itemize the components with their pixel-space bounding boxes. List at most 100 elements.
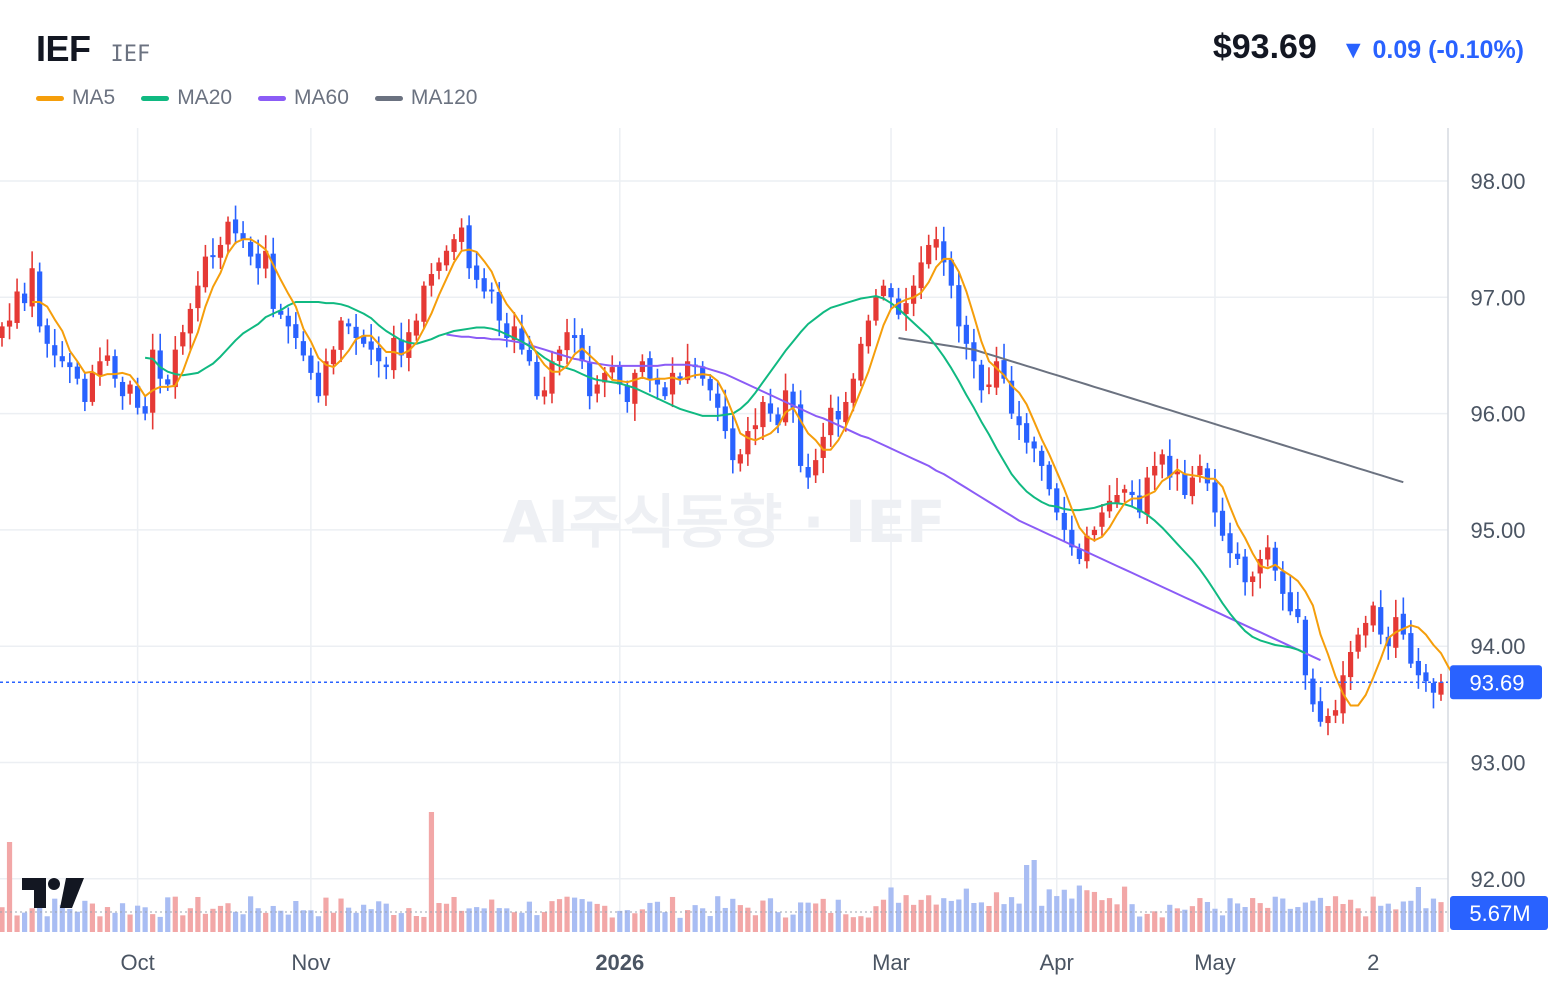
volume-bar: [1423, 908, 1429, 932]
volume-bar: [353, 912, 359, 932]
candle-body: [1031, 441, 1037, 449]
candle-body: [941, 241, 947, 263]
candle-body: [248, 242, 254, 257]
ticker-header: IEF IEF: [36, 28, 150, 70]
volume-bar: [541, 912, 548, 932]
volume-bar: [1137, 916, 1143, 932]
volume-bar: [1408, 900, 1414, 932]
volume-bar: [119, 903, 126, 932]
candle-body: [202, 256, 209, 288]
candle-body: [504, 323, 510, 339]
legend-swatch: [36, 95, 64, 101]
candle-body: [1106, 500, 1113, 512]
volume-bar: [715, 896, 721, 932]
candle-body: [1174, 471, 1180, 475]
candle-body: [29, 268, 35, 307]
volume-bar: [684, 910, 691, 932]
candle-body: [217, 244, 224, 258]
candle-body: [323, 361, 329, 396]
ma60-line: [446, 333, 1321, 662]
candle-body: [662, 387, 668, 397]
ma20-line: [144, 295, 1306, 655]
volume-bar: [315, 916, 322, 932]
volume-bar: [466, 908, 472, 932]
volume-bar: [210, 908, 216, 932]
candle-body: [963, 324, 969, 344]
ma-legend: MA5 MA20 MA60 MA120: [36, 86, 477, 110]
volume-bar: [1182, 909, 1188, 932]
candle-body: [730, 428, 736, 461]
candle-body: [1250, 576, 1256, 582]
candle-body: [240, 233, 246, 240]
volume-bar: [481, 908, 487, 932]
volume-bar: [217, 905, 224, 932]
volume-bar: [526, 901, 532, 932]
volume-bar: [609, 917, 615, 932]
candle-body: [986, 384, 992, 388]
y-tick-label: 96.00: [1470, 402, 1525, 427]
volume-bar: [293, 900, 299, 932]
legend-ma5[interactable]: MA5: [36, 86, 115, 110]
legend-ma120[interactable]: MA120: [374, 86, 477, 110]
candle-body: [1423, 672, 1429, 682]
legend-ma60[interactable]: MA60: [258, 86, 349, 110]
candle-body: [1332, 710, 1339, 716]
volume-bar: [22, 912, 28, 932]
candle-body: [684, 361, 691, 381]
volume-bar: [82, 900, 88, 932]
volume-bar: [255, 908, 261, 932]
volume-bar: [225, 903, 231, 932]
volume-bar: [1031, 860, 1037, 932]
candle-body: [1287, 592, 1293, 612]
volume-bar: [157, 916, 163, 932]
tradingview-logo-icon: [22, 878, 84, 908]
candle-body: [353, 326, 359, 339]
volume-bar: [458, 910, 465, 932]
candle-body: [67, 362, 73, 368]
volume-bar: [1400, 901, 1406, 932]
candle-body: [165, 379, 171, 385]
volume-bar: [1114, 904, 1120, 932]
candle-body: [421, 285, 427, 322]
volume-bar: [474, 907, 480, 932]
candle-body: [428, 274, 435, 286]
candle-body: [1347, 652, 1354, 678]
volume-bar: [1024, 865, 1030, 932]
candle-body: [97, 361, 103, 376]
candle-body: [1076, 548, 1082, 559]
volume-bar: [308, 910, 314, 932]
volume-bar: [941, 898, 947, 932]
volume-bar: [579, 899, 585, 932]
candle-body: [971, 342, 977, 362]
volume-bar: [1106, 898, 1113, 932]
last-volume-tag: [1450, 896, 1548, 930]
volume-bar: [263, 912, 269, 932]
volume-bar: [1234, 903, 1241, 932]
volume-bar: [549, 901, 555, 932]
candle-body: [1099, 512, 1105, 527]
volume-bar: [918, 899, 924, 932]
candle-body: [361, 335, 367, 344]
volume-bar: [519, 912, 525, 932]
volume-bar: [911, 904, 917, 932]
volume-bar: [963, 888, 969, 932]
candle-body: [798, 404, 804, 466]
volume-bar: [270, 905, 276, 932]
candle-body: [978, 364, 985, 391]
legend-label: MA5: [72, 86, 116, 109]
last-price-tag-label: 93.69: [1469, 670, 1524, 695]
candle-body: [368, 341, 374, 350]
volume-bar: [617, 910, 623, 932]
price-box: $93.69 ▼ 0.09 (-0.10%): [1213, 28, 1524, 67]
y-tick-label: 95.00: [1470, 518, 1525, 543]
volume-bar: [240, 914, 246, 932]
volume-bar: [187, 908, 193, 932]
candle-body: [549, 361, 555, 394]
volume-bar: [1054, 896, 1060, 932]
y-tick-label: 92.00: [1470, 867, 1525, 892]
legend-ma20[interactable]: MA20: [141, 86, 232, 110]
candle-body: [195, 285, 201, 309]
volume-bar: [1385, 903, 1391, 932]
volume-bar: [428, 812, 435, 932]
